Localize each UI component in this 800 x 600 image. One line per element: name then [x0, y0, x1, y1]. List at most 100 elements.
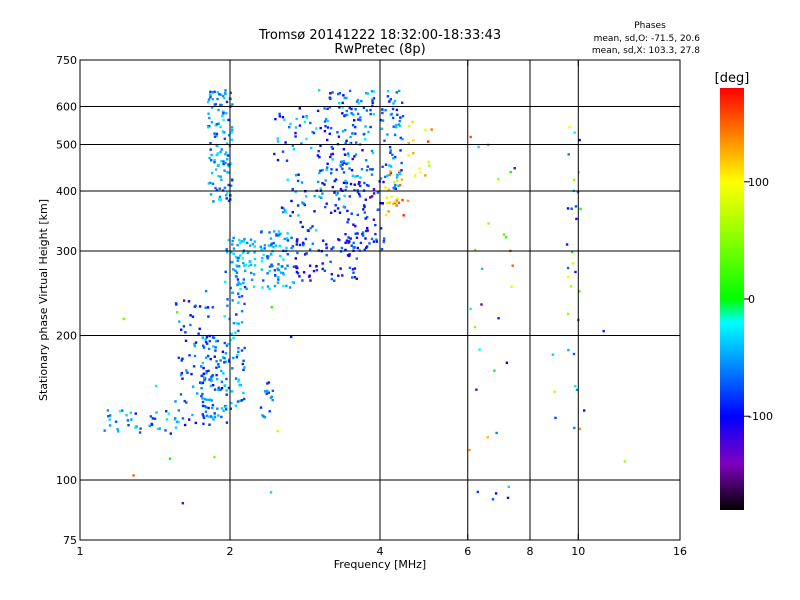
data-point	[341, 130, 345, 133]
data-point	[350, 244, 353, 247]
data-point	[276, 281, 280, 284]
data-point	[366, 92, 370, 95]
data-point	[196, 392, 199, 395]
data-point	[382, 180, 385, 184]
data-point	[290, 199, 293, 203]
data-point	[270, 253, 273, 256]
data-point	[347, 236, 350, 239]
data-point	[262, 279, 265, 282]
data-point	[278, 112, 281, 116]
data-point	[242, 391, 245, 395]
data-point	[340, 160, 343, 163]
data-point	[270, 395, 274, 398]
data-point	[371, 99, 374, 102]
data-point	[202, 415, 205, 418]
data-point	[392, 202, 395, 205]
data-point	[313, 194, 316, 198]
data-point	[341, 106, 344, 109]
data-point	[267, 381, 270, 384]
data-point	[370, 195, 374, 198]
x-tick-label: 8	[527, 545, 534, 558]
data-point	[228, 134, 231, 137]
data-point	[363, 211, 366, 214]
data-point	[251, 242, 254, 246]
data-point	[209, 90, 212, 94]
data-point	[201, 361, 204, 365]
data-point	[349, 237, 352, 240]
data-point	[365, 109, 369, 112]
data-point	[223, 361, 226, 364]
data-point	[240, 240, 243, 243]
data-point	[411, 120, 414, 123]
data-point	[285, 284, 288, 288]
data-point	[153, 417, 157, 420]
data-point	[193, 343, 196, 346]
data-point	[513, 167, 516, 170]
data-point	[336, 131, 339, 134]
data-point	[296, 204, 300, 207]
data-point	[288, 286, 292, 289]
data-point	[217, 108, 220, 112]
data-point	[554, 416, 557, 420]
data-point	[312, 269, 316, 273]
data-point	[204, 306, 207, 309]
data-point	[261, 286, 264, 289]
data-point	[194, 421, 197, 425]
data-point	[231, 129, 234, 132]
data-point	[188, 418, 191, 421]
data-point	[330, 211, 333, 214]
data-point	[414, 174, 417, 177]
data-point	[330, 145, 333, 149]
data-point	[202, 366, 205, 370]
data-point	[209, 357, 212, 361]
data-point	[207, 347, 211, 351]
data-point	[230, 390, 234, 393]
data-point	[226, 158, 229, 161]
data-point	[237, 322, 240, 325]
data-point	[274, 274, 277, 277]
data-point	[312, 131, 316, 135]
data-point	[330, 277, 333, 281]
data-point	[353, 155, 356, 158]
data-point	[344, 179, 347, 183]
data-point	[227, 342, 230, 346]
y-tick-label: 100	[56, 474, 77, 487]
data-point	[333, 191, 336, 194]
data-point	[203, 405, 207, 408]
data-point	[371, 101, 374, 105]
data-point	[572, 352, 576, 356]
data-point	[388, 164, 391, 167]
data-point	[187, 300, 191, 303]
data-point	[184, 331, 187, 334]
data-point	[214, 186, 217, 190]
data-point	[223, 137, 226, 140]
data-point	[242, 281, 245, 285]
data-point	[185, 401, 188, 404]
data-point	[398, 183, 402, 187]
data-point	[224, 89, 227, 92]
data-point	[271, 389, 275, 392]
data-point	[239, 241, 242, 245]
data-point	[338, 92, 341, 95]
data-point	[351, 174, 355, 177]
data-point	[210, 171, 214, 175]
data-point	[215, 366, 218, 369]
x-tick-label: 4	[377, 545, 384, 558]
data-point	[220, 387, 224, 390]
data-point	[387, 210, 390, 213]
data-point	[150, 423, 154, 426]
data-point	[202, 422, 205, 425]
data-point	[216, 91, 219, 94]
data-point	[305, 195, 308, 198]
data-point	[567, 312, 570, 316]
data-point	[298, 243, 302, 247]
data-point	[491, 498, 495, 501]
data-point	[214, 349, 217, 352]
data-point	[294, 131, 297, 135]
data-point	[348, 253, 351, 256]
data-point	[357, 102, 360, 105]
x-tick-label: 6	[464, 545, 471, 558]
data-point	[325, 243, 328, 246]
data-point	[366, 226, 369, 230]
data-point	[289, 214, 292, 218]
